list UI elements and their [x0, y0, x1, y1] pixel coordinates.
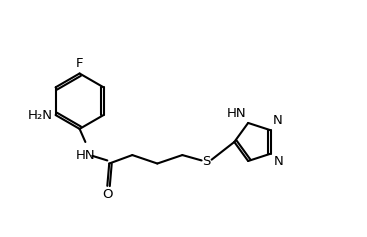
Text: H₂N: H₂N	[28, 109, 52, 122]
Text: F: F	[76, 57, 83, 70]
Text: HN: HN	[226, 107, 246, 120]
Text: N: N	[273, 155, 283, 168]
Text: O: O	[102, 188, 113, 201]
Text: N: N	[272, 114, 282, 127]
Text: HN: HN	[76, 149, 95, 162]
Text: S: S	[202, 155, 210, 169]
